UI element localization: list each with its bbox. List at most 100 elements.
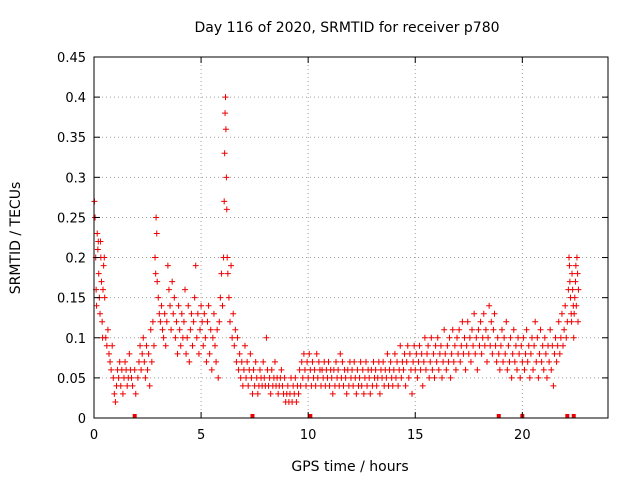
data-point (566, 278, 573, 285)
data-point (504, 366, 511, 373)
data-point (99, 318, 106, 325)
data-point (543, 374, 550, 381)
data-point (218, 270, 225, 277)
data-point (419, 382, 426, 389)
data-point (203, 358, 210, 365)
data-point (164, 262, 171, 269)
data-point (222, 94, 229, 101)
data-point (143, 342, 150, 349)
data-point (195, 350, 202, 357)
data-point (197, 326, 204, 333)
data-point (380, 358, 387, 365)
data-point (518, 342, 525, 349)
data-point (129, 382, 136, 389)
data-point (292, 374, 299, 381)
data-point (206, 350, 213, 357)
data-point (148, 358, 155, 365)
data-point (497, 342, 504, 349)
data-point (389, 382, 396, 389)
data-point (436, 350, 443, 357)
data-point (178, 310, 185, 317)
data-point (569, 286, 576, 293)
data-point (328, 374, 335, 381)
data-point (279, 382, 286, 389)
data-point (556, 350, 563, 357)
data-point (533, 358, 540, 365)
y-axis-label: SRMTID / TECUs (8, 182, 24, 295)
data-point (238, 358, 245, 365)
data-point (460, 350, 467, 357)
data-point (158, 302, 165, 309)
data-point (424, 350, 431, 357)
data-point (441, 326, 448, 333)
data-point (483, 358, 490, 365)
data-point (241, 342, 248, 349)
data-point (550, 382, 557, 389)
data-point (535, 374, 542, 381)
data-point (537, 326, 544, 333)
data-point (295, 390, 302, 397)
data-point (462, 366, 469, 373)
data-point (554, 342, 561, 349)
data-point (469, 326, 476, 333)
data-point (376, 390, 383, 397)
x-tick-label: 5 (197, 428, 205, 443)
data-point (222, 126, 229, 133)
data-point (245, 382, 252, 389)
data-point (297, 382, 304, 389)
data-point (212, 342, 219, 349)
data-point (360, 390, 367, 397)
data-point (364, 382, 371, 389)
gap-marker (308, 414, 313, 418)
data-point (226, 318, 233, 325)
data-point (387, 358, 394, 365)
data-point (249, 390, 256, 397)
data-point (184, 334, 191, 341)
data-point (415, 358, 422, 365)
gap-marker (250, 414, 255, 418)
data-point (112, 398, 119, 405)
data-point (433, 358, 440, 365)
data-point (491, 310, 498, 317)
data-point (573, 302, 580, 309)
data-point (250, 366, 257, 373)
data-point (200, 342, 207, 349)
data-point (526, 374, 533, 381)
data-point (463, 342, 470, 349)
data-point (357, 358, 364, 365)
data-point (191, 294, 198, 301)
data-point (199, 318, 206, 325)
data-point (553, 358, 560, 365)
data-point (104, 326, 111, 333)
data-points (91, 94, 582, 405)
data-point (370, 358, 377, 365)
data-point (146, 382, 153, 389)
data-point (170, 310, 177, 317)
data-point (430, 350, 437, 357)
data-point (223, 206, 230, 213)
y-tick-label: 0.35 (57, 131, 86, 146)
data-point (217, 294, 224, 301)
data-point (300, 350, 307, 357)
data-point (261, 374, 268, 381)
data-point (98, 278, 105, 285)
y-tick-label: 0.15 (57, 292, 86, 307)
data-point (523, 326, 530, 333)
data-point (168, 326, 175, 333)
data-point (519, 358, 526, 365)
y-tick-label: 0.4 (65, 91, 86, 106)
data-point (511, 358, 518, 365)
data-point (167, 302, 174, 309)
data-point (548, 366, 555, 373)
data-point (570, 334, 577, 341)
data-point (145, 350, 152, 357)
data-point (354, 366, 361, 373)
data-point (214, 326, 221, 333)
data-point (248, 374, 255, 381)
data-point (233, 358, 240, 365)
data-point (124, 382, 131, 389)
data-point (210, 310, 217, 317)
data-point (480, 310, 487, 317)
data-point (435, 366, 442, 373)
data-point (406, 350, 413, 357)
